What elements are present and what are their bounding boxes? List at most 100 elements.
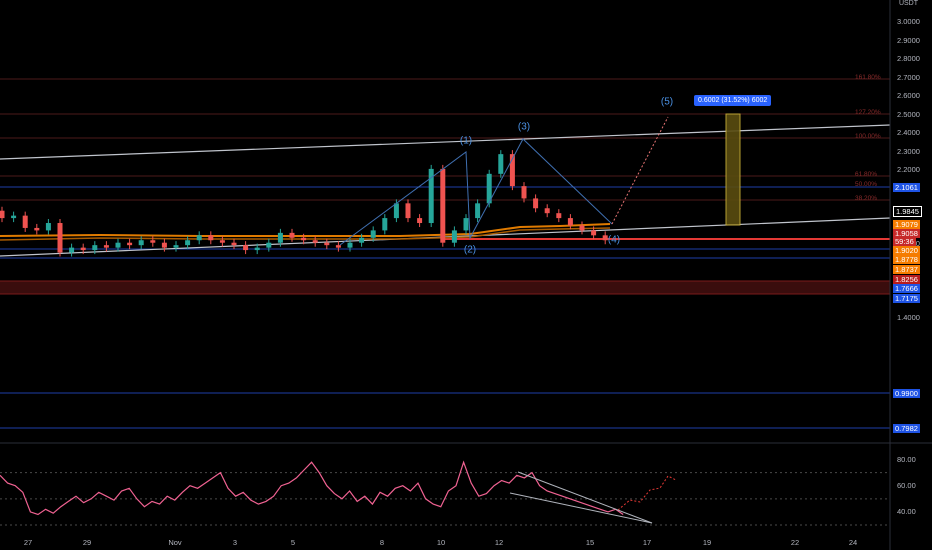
scale-unit-line: USDT <box>898 0 918 7</box>
wave-path <box>339 138 613 246</box>
fib-level-label: 161.80% <box>855 74 881 81</box>
time-axis-tick: 17 <box>642 538 652 547</box>
price-label: 0.7982 <box>893 424 920 433</box>
price-label: 1.9020 <box>893 246 920 255</box>
price-label: 1.7666 <box>893 284 920 293</box>
candle-body <box>69 247 75 253</box>
time-axis-tick: 22 <box>790 538 800 547</box>
candle-body <box>393 203 399 219</box>
candle-body <box>208 235 214 241</box>
fib-level-label: 127.20% <box>855 109 881 116</box>
candle-body <box>451 230 457 243</box>
wave-projection <box>611 116 669 225</box>
candle-body <box>57 223 63 253</box>
candle-body <box>45 223 51 231</box>
candle-body <box>231 242 237 246</box>
candle-body <box>544 208 550 214</box>
measure-label: 0.6002 (31.52%) 6002 <box>694 95 772 106</box>
price-axis-tick: 2.8000 <box>897 54 920 63</box>
price-label: 1.9079 <box>893 220 920 229</box>
price-scale-unit: USDT <box>899 0 918 8</box>
price-axis-tick: 3.0000 <box>897 17 920 26</box>
candle-body <box>602 235 608 241</box>
price-label: 2.1061 <box>893 183 920 192</box>
price-axis-tick: 2.6000 <box>897 91 920 100</box>
candle-body <box>335 245 341 248</box>
rsi-axis-tick: 60.00 <box>897 480 916 490</box>
candle-body <box>173 245 179 248</box>
candle-body <box>243 245 249 251</box>
candle-body <box>509 154 515 187</box>
rsi-trendline-lower <box>509 492 653 524</box>
candle-body <box>92 245 98 251</box>
fib-level-label: 50.00% <box>855 181 878 188</box>
wave-label: (2) <box>463 244 477 256</box>
candle-body <box>370 230 376 238</box>
measure-box <box>725 113 741 226</box>
candle-body <box>277 232 283 243</box>
candle-body <box>567 218 573 226</box>
candle-body <box>382 218 388 231</box>
price-label: 59:36 <box>893 237 916 246</box>
candle-body <box>440 168 446 243</box>
candle-body <box>22 215 28 228</box>
candle-body <box>80 247 86 251</box>
candle-body <box>556 213 562 219</box>
price-label: 1.9058 <box>893 229 920 238</box>
candle-body <box>150 240 156 243</box>
candle-body <box>289 232 295 238</box>
candle-body <box>347 242 353 248</box>
price-label: 1.8778 <box>893 255 920 264</box>
candle-body <box>463 218 469 231</box>
price-label: 1.9845 <box>893 206 922 217</box>
candle-body <box>266 242 272 248</box>
rsi-line <box>0 460 624 516</box>
time-axis-tick: 5 <box>290 538 296 547</box>
price-label: 1.8256 <box>893 275 920 284</box>
candle-body <box>486 173 492 204</box>
candle-body <box>138 240 144 246</box>
time-axis-tick: 12 <box>494 538 504 547</box>
candle-body <box>417 218 423 224</box>
price-label: 1.7175 <box>893 294 920 303</box>
candle-body <box>312 240 318 243</box>
wave-label: (5) <box>660 96 674 108</box>
time-axis-tick: 19 <box>702 538 712 547</box>
candle-body <box>196 235 202 241</box>
candle-body <box>103 245 109 248</box>
price-axis-tick: 2.4000 <box>897 128 920 137</box>
moving-average-line <box>0 227 611 241</box>
candle-body <box>185 240 191 246</box>
price-axis-tick: 2.9000 <box>897 35 920 45</box>
price-label: 0.9900 <box>893 389 920 398</box>
candle-body <box>498 154 504 174</box>
candle-body <box>0 210 5 219</box>
time-axis-tick: 24 <box>848 538 858 547</box>
time-axis-tick: 29 <box>82 538 92 547</box>
price-axis-tick: 2.3000 <box>897 146 920 156</box>
candle-body <box>161 242 167 248</box>
rsi-projection <box>617 475 677 511</box>
wave-label: (1) <box>459 135 473 147</box>
price-axis-tick: 2.5000 <box>897 109 920 119</box>
time-axis-tick: 10 <box>436 538 446 547</box>
candle-body <box>405 203 411 219</box>
candle-body <box>428 168 434 224</box>
candle-body <box>324 242 330 246</box>
time-axis-tick: 15 <box>585 538 595 547</box>
wave-label: (4) <box>607 234 621 246</box>
price-label: 1.8737 <box>893 265 920 274</box>
candle-body <box>254 247 260 251</box>
wave-label: (3) <box>517 121 531 133</box>
candle-body <box>127 242 133 246</box>
candle-body <box>579 225 585 231</box>
moving-average-line <box>0 223 611 237</box>
candle-body <box>475 203 481 219</box>
support-zone <box>0 281 890 294</box>
candle-body <box>301 237 307 241</box>
fib-level-label: 100.00% <box>855 133 881 140</box>
time-axis-tick: Nov <box>168 538 182 547</box>
price-axis-tick: 2.7000 <box>897 72 920 82</box>
rsi-axis-tick: 40.00 <box>897 506 916 516</box>
